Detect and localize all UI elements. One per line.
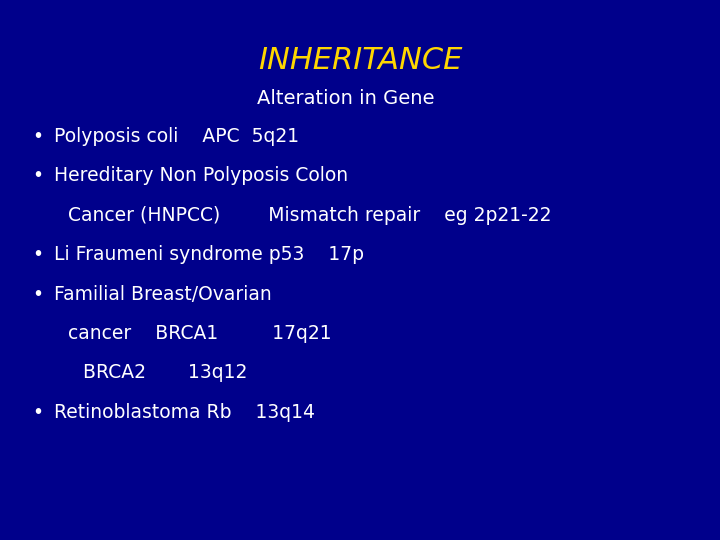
Text: cancer    BRCA1         17q21: cancer BRCA1 17q21	[68, 324, 332, 343]
Text: Retinoblastoma Rb    13q14: Retinoblastoma Rb 13q14	[54, 403, 315, 422]
Text: •: •	[32, 245, 43, 264]
Text: •: •	[32, 285, 43, 303]
Text: •: •	[32, 127, 43, 146]
Text: •: •	[32, 403, 43, 422]
Text: BRCA2       13q12: BRCA2 13q12	[83, 363, 247, 382]
Text: •: •	[32, 166, 43, 185]
Text: Polyposis coli    APC  5q21: Polyposis coli APC 5q21	[54, 127, 299, 146]
Text: Hereditary Non Polyposis Colon: Hereditary Non Polyposis Colon	[54, 166, 348, 185]
Text: INHERITANCE: INHERITANCE	[258, 46, 462, 75]
Text: Familial Breast/Ovarian: Familial Breast/Ovarian	[54, 285, 271, 303]
Text: Li Fraumeni syndrome p53    17p: Li Fraumeni syndrome p53 17p	[54, 245, 364, 264]
Text: Alteration in Gene: Alteration in Gene	[257, 89, 434, 108]
Text: Cancer (HNPCC)        Mismatch repair    eg 2p21-22: Cancer (HNPCC) Mismatch repair eg 2p21-2…	[68, 206, 552, 225]
